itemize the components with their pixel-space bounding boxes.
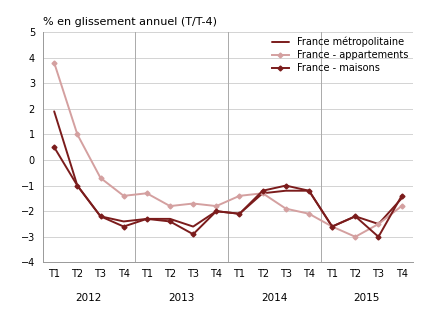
Line: France - maisons: France - maisons xyxy=(52,146,403,238)
France - maisons xyxy=(399,194,404,198)
France - maisons xyxy=(190,232,196,236)
France - maisons xyxy=(283,184,288,188)
France - maisons xyxy=(353,214,358,218)
Text: % en glissement annuel (T/T-4): % en glissement annuel (T/T-4) xyxy=(43,17,216,27)
France métropolitaine xyxy=(75,184,80,188)
France - maisons xyxy=(75,184,80,188)
France - appartements xyxy=(353,235,358,239)
France - appartements xyxy=(75,132,80,136)
France - appartements xyxy=(399,204,404,208)
Text: 2013: 2013 xyxy=(168,293,195,303)
France - appartements xyxy=(330,225,335,228)
France - maisons xyxy=(330,225,335,228)
France métropolitaine xyxy=(237,212,242,216)
France - maisons xyxy=(144,217,150,221)
France métropolitaine xyxy=(214,209,219,213)
France métropolitaine xyxy=(121,220,126,223)
France - appartements xyxy=(237,194,242,198)
France métropolitaine xyxy=(144,217,150,221)
France métropolitaine xyxy=(98,214,103,218)
France - appartements xyxy=(167,204,173,208)
France - appartements xyxy=(283,207,288,211)
France métropolitaine xyxy=(399,196,404,200)
France métropolitaine xyxy=(306,189,311,193)
France - maisons xyxy=(121,225,126,228)
France - maisons xyxy=(98,214,103,218)
France - maisons xyxy=(167,220,173,223)
Line: France métropolitaine: France métropolitaine xyxy=(54,111,402,227)
France métropolitaine xyxy=(376,222,381,226)
France - maisons xyxy=(260,189,265,193)
France métropolitaine xyxy=(353,214,358,218)
France métropolitaine xyxy=(330,225,335,228)
France - appartements xyxy=(214,204,219,208)
Line: France - appartements: France - appartements xyxy=(52,61,403,238)
France - maisons xyxy=(214,209,219,213)
France - maisons xyxy=(376,235,381,239)
Legend: France métropolitaine, France - appartements, France - maisons: France métropolitaine, France - appartem… xyxy=(269,34,411,76)
France - maisons xyxy=(306,189,311,193)
Text: 2015: 2015 xyxy=(354,293,380,303)
France métropolitaine xyxy=(190,225,196,228)
France - appartements xyxy=(144,191,150,195)
France - maisons xyxy=(237,212,242,216)
France - appartements xyxy=(190,202,196,205)
France - maisons xyxy=(52,145,57,149)
France - appartements xyxy=(306,212,311,216)
France - appartements xyxy=(52,61,57,65)
Text: 2014: 2014 xyxy=(261,293,288,303)
France métropolitaine xyxy=(283,189,288,193)
France - appartements xyxy=(98,176,103,180)
France - appartements xyxy=(260,191,265,195)
France - appartements xyxy=(121,194,126,198)
France métropolitaine xyxy=(260,191,265,195)
Text: 2012: 2012 xyxy=(76,293,102,303)
France - appartements xyxy=(376,222,381,226)
France métropolitaine xyxy=(167,217,173,221)
France métropolitaine xyxy=(52,109,57,113)
